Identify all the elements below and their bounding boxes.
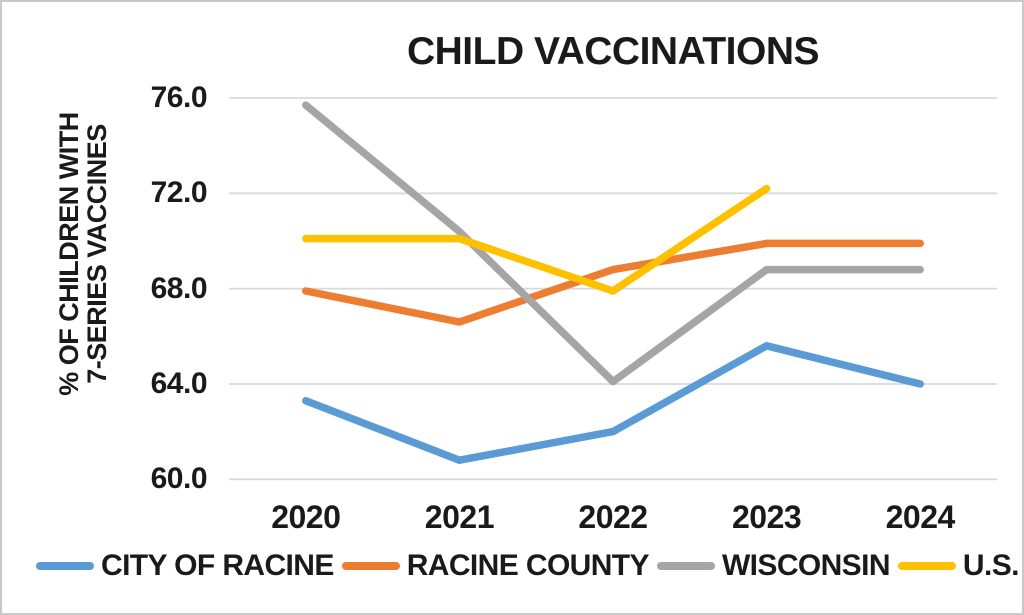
legend-item-wisconsin: WISCONSIN <box>656 549 891 583</box>
legend-label-racine-county: RACINE COUNTY <box>406 549 650 582</box>
series-line-city-of-racine <box>302 342 924 464</box>
series-line-wisconsin <box>302 101 924 386</box>
x-tick-label-2020: 2020 <box>271 499 341 535</box>
legend-item-u-s: U.S. <box>897 549 1020 583</box>
legend: CITY OF RACINE RACINE COUNTY WISCONSIN U.S. <box>36 546 1019 586</box>
legend-label-city-of-racine: CITY OF RACINE <box>101 549 334 582</box>
y-tick-label-76.0: 76.0 <box>150 81 208 114</box>
x-tick-label-2023: 2023 <box>732 499 802 535</box>
legend-label-u-s: U.S. <box>962 549 1020 582</box>
series-line-racine-county <box>302 239 924 326</box>
y-tick-label-64.0: 64.0 <box>150 366 208 400</box>
legend-item-racine-county: RACINE COUNTY <box>341 549 650 583</box>
x-tick-label-2021: 2021 <box>424 499 495 535</box>
legend-item-city-of-racine: CITY OF RACINE <box>36 549 334 583</box>
y-tick-label-60.0: 60.0 <box>150 462 208 496</box>
y-tick-label-72.0: 72.0 <box>150 176 208 210</box>
legend-swatch-wisconsin <box>656 562 715 570</box>
x-tick-label-2022: 2022 <box>578 499 648 535</box>
chart-title: CHILD VACCINATIONS <box>406 30 820 73</box>
legend-label-wisconsin: WISCONSIN <box>721 549 891 582</box>
legend-swatch-racine-county <box>341 562 400 570</box>
legend-swatch-u-s <box>897 562 956 570</box>
x-tick-label-2024: 2024 <box>885 499 956 535</box>
legend-swatch-city-of-racine <box>36 562 94 570</box>
y-tick-label-68.0: 68.0 <box>150 271 208 305</box>
series-line-u-s <box>302 184 771 295</box>
y-axis-title-line-1: % OF CHILDREN WITH <box>54 112 84 396</box>
